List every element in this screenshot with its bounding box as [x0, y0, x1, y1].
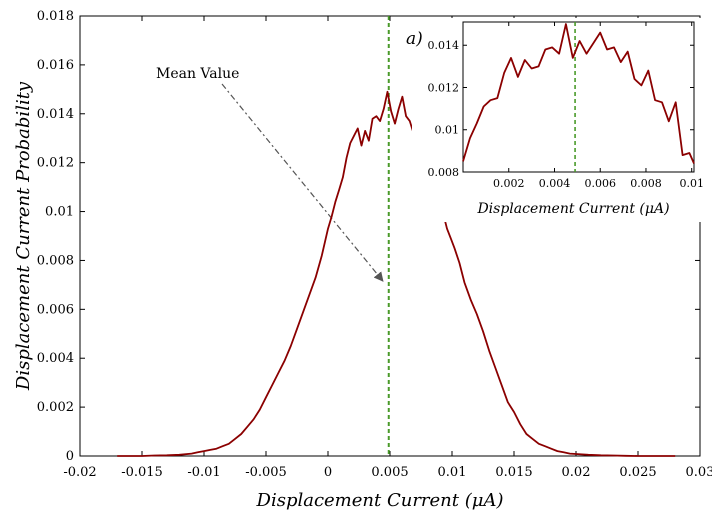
- annotation-arrow: [221, 83, 384, 282]
- y-tick-label: 0.006: [37, 302, 74, 317]
- inset-frame: [462, 21, 695, 173]
- inset-y-tick-label: 0.014: [428, 39, 460, 52]
- inset-plot: a) 0.002 0.004 0.006 0.008 0.01 0.008 0.01 0.012…: [406, 18, 704, 222]
- y-tick-label: 0.004: [37, 351, 74, 366]
- x-tick-label: 0.025: [619, 465, 656, 480]
- x-axis-title: Displacement Current (μA): [256, 490, 504, 511]
- x-tick-label: -0.005: [245, 465, 287, 480]
- inset-x-tick-label: 0.004: [539, 177, 571, 190]
- y-tick-label: 0.012: [37, 156, 74, 171]
- x-tick-label: -0.015: [121, 465, 163, 480]
- x-tick-label: 0.01: [438, 465, 467, 480]
- x-tick-label: 0.005: [371, 465, 408, 480]
- y-tick-label: 0.016: [37, 58, 74, 73]
- inset-x-tick-label: 0.008: [630, 177, 662, 190]
- x-tick-label: 0.03: [686, 465, 712, 480]
- inset-x-tick-label: 0.01: [679, 177, 704, 190]
- mean-value-annotation: Mean Value: [156, 66, 239, 82]
- y-tick-label: 0: [66, 449, 74, 464]
- inset-y-tick-label: 0.008: [428, 166, 460, 179]
- x-tick-label: 0: [324, 465, 332, 480]
- inset-x-tick-label: 0.006: [584, 177, 616, 190]
- x-tick-label: 0.02: [562, 465, 591, 480]
- x-tick-label: -0.02: [63, 465, 96, 480]
- y-tick-label: 0.01: [45, 205, 74, 220]
- inset-x-tick-label: 0.002: [493, 177, 525, 190]
- inset-y-tick-label: 0.01: [435, 124, 460, 137]
- y-tick-label: 0.008: [37, 253, 74, 268]
- inset-y-tick-label: 0.012: [428, 81, 460, 94]
- main-plot: -0.02 -0.015 -0.01 -0.005 0 0.005 0.01 0.015 0.0…: [13, 9, 712, 511]
- inset-x-axis-title: Displacement Current (μA): [476, 201, 669, 217]
- y-tick-label: 0.014: [37, 107, 74, 122]
- panel-label: a): [406, 29, 423, 49]
- y-tick-label: 0.002: [37, 400, 74, 415]
- probability-series-line: [117, 90, 676, 457]
- y-axis-title: Displacement Current Probability: [13, 81, 34, 391]
- y-tick-label: 0.018: [37, 9, 74, 24]
- x-tick-label: 0.015: [495, 465, 532, 480]
- inset-series-line: [462, 23, 695, 164]
- x-tick-label: -0.01: [187, 465, 220, 480]
